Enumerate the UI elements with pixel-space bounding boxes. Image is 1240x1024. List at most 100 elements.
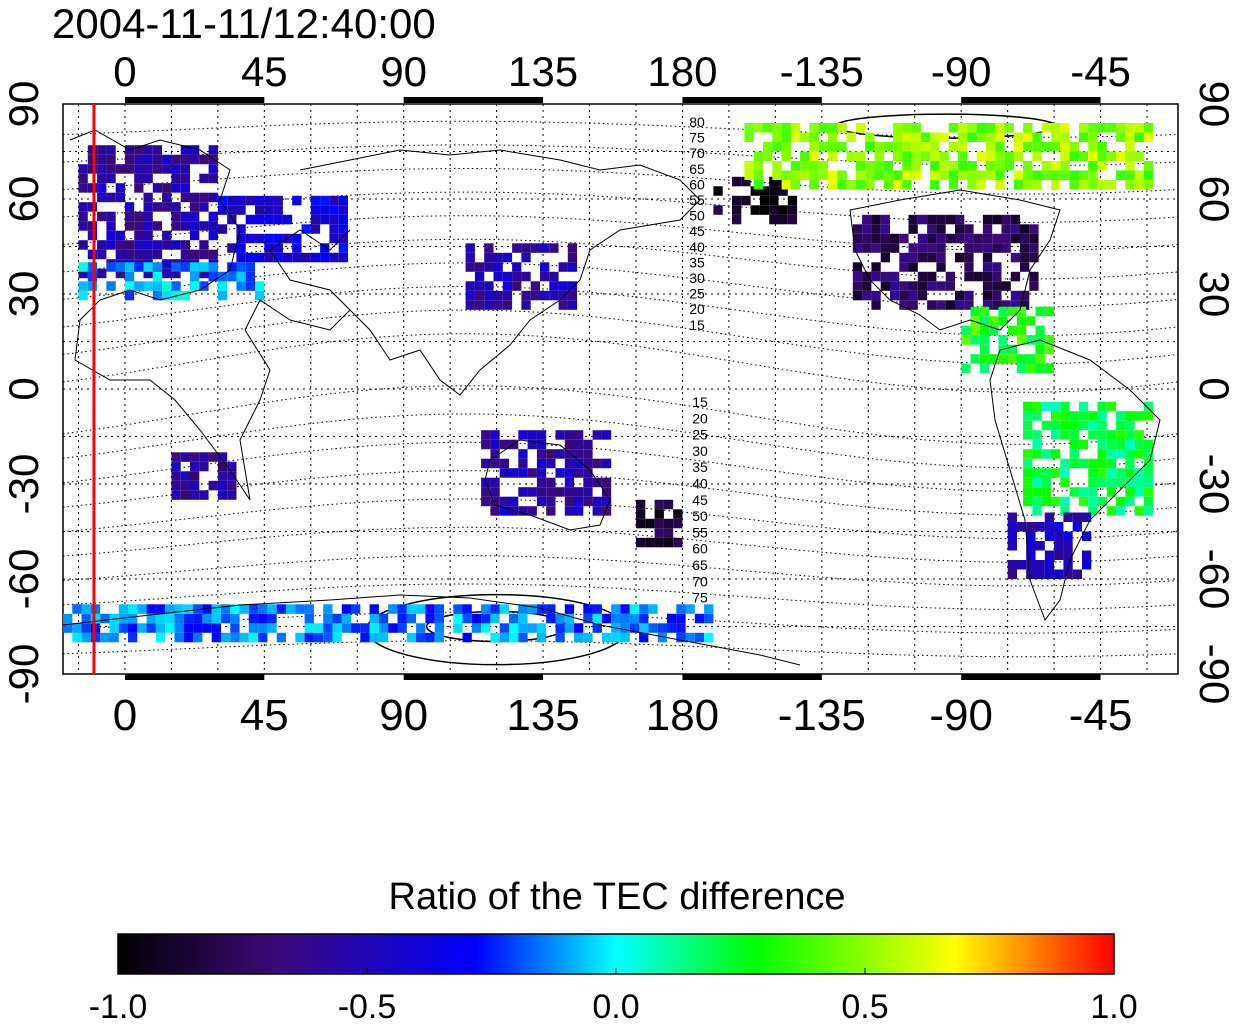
tec-patch-arctic — [828, 151, 838, 161]
tec-patch-arctic — [1088, 170, 1098, 180]
tec-patch-south-america — [1125, 496, 1135, 507]
tec-patch-australia — [564, 468, 575, 478]
axis-bar-segment — [124, 674, 265, 680]
tec-patch-australia — [564, 439, 575, 450]
tec-patch-arctic — [995, 142, 1005, 152]
tec-patch-antarctic-coast — [546, 613, 556, 624]
tec-patch-antarctic-coast — [518, 623, 528, 633]
tec-patch-australia — [527, 430, 537, 440]
tec-patch-patagonia — [1035, 541, 1045, 551]
tec-patch-eastern-europe — [329, 233, 339, 244]
tec-patch-europe — [134, 221, 144, 231]
top-axis-ticks: 0 45 90 135 180 -135 -90 -45 — [113, 48, 1131, 95]
tec-patch-arctic — [930, 161, 940, 171]
contour-label: 50 — [692, 508, 708, 524]
tec-patch-arctic — [967, 123, 977, 133]
tec-patch-australia — [536, 496, 547, 507]
tec-patch-north-america — [992, 233, 1002, 244]
tec-patch-mediterranean — [78, 281, 88, 291]
tec-patch-europe — [87, 154, 98, 165]
tec-patch-arctic — [902, 151, 912, 161]
tec-patch-new-zealand — [673, 537, 683, 548]
tec-patch-arctic — [790, 161, 801, 171]
tec-patch-south-america — [1051, 496, 1061, 507]
tec-patch-new-zealand — [636, 537, 646, 548]
tec-patch-europe — [171, 183, 181, 193]
tec-patch-east-asia — [530, 290, 540, 301]
tec-patch-patagonia — [1063, 512, 1073, 522]
tec-patch-arctic — [883, 170, 894, 180]
tec-patch-patagonia — [1082, 512, 1092, 522]
tec-patch-europe — [152, 221, 163, 231]
tec-patch-east-asia — [567, 262, 578, 272]
tec-patch-antarctic-coast — [323, 623, 333, 633]
tec-patch-arctic — [967, 132, 977, 142]
tec-patch-europe — [152, 240, 163, 250]
tec-patch-north-america — [1001, 214, 1011, 225]
tec-patch-europe — [180, 183, 190, 193]
tec-patch-south-america — [1125, 430, 1135, 440]
tec-patch-antarctic-coast — [128, 632, 138, 643]
tec-patch-australia — [490, 449, 500, 459]
tec-patch-east-asia — [493, 252, 503, 263]
tec-patch-central-america — [979, 325, 990, 336]
tec-patch-eastern-europe — [292, 252, 302, 263]
tec-patch-australia — [592, 458, 602, 469]
tec-patch-antarctic-coast — [155, 632, 166, 643]
tec-patch-arctic — [995, 123, 1005, 133]
tec-patch-antarctic-coast — [416, 632, 426, 643]
tec-patch-arctic — [828, 170, 838, 180]
tec-patch-australia — [536, 487, 547, 497]
tec-patch-antarctic-coast — [499, 632, 509, 643]
tec-patch-antarctic-coast — [323, 632, 333, 643]
coastline-antarctica — [63, 594, 801, 666]
tec-patch-europe — [124, 211, 135, 222]
tec-patch-australia — [499, 496, 509, 507]
tec-patch-europe — [162, 268, 172, 279]
tec-patch-south-america — [1078, 458, 1089, 469]
tec-patch-arctic — [902, 170, 912, 180]
tec-patch-east-asia — [567, 243, 578, 253]
tec-patch-arctic — [772, 142, 782, 152]
tec-patch-arctic — [865, 132, 875, 142]
contour-label: 25 — [689, 286, 705, 302]
tec-patch-east-asia — [540, 262, 550, 272]
tec-patch-eastern-europe — [338, 205, 348, 215]
magnetic-contour — [63, 333, 1178, 393]
tec-patch-south-america — [1069, 411, 1079, 421]
tec-patch-south-america — [1143, 449, 1154, 459]
tec-patch-arctic — [1004, 161, 1014, 171]
tec-patch-arctic — [958, 161, 968, 171]
tec-patch-antarctic-coast — [193, 604, 203, 614]
tec-patch-australia — [518, 506, 528, 516]
tec-patch-europe — [208, 173, 218, 184]
tec-patch-southern-africa — [217, 480, 228, 491]
tec-patch-south-america — [1041, 401, 1051, 412]
tec-patch-europe — [162, 230, 172, 241]
tec-patch-eastern-europe — [236, 205, 246, 215]
tec-patch-antarctic-coast — [583, 632, 593, 643]
tec-patch-central-america — [998, 316, 1008, 326]
tec-patch-europe — [190, 249, 200, 260]
tec-patch-antarctic-coast — [202, 623, 212, 633]
tec-patch-australia — [518, 487, 528, 497]
tec-patch-south-america — [1041, 477, 1051, 488]
tec-patch-arctic — [995, 180, 1005, 190]
tec-patch-antarctic-coast — [527, 623, 537, 633]
magnetic-contour — [63, 526, 1178, 563]
tec-patch-arctic — [1143, 161, 1154, 171]
tec-patch-eastern-europe — [227, 214, 237, 225]
right-lat-labels: 90 60 30 0 -30 -60 -90 — [1191, 81, 1238, 705]
tec-patch-arctic — [967, 161, 977, 171]
tec-patch-arctic — [1051, 170, 1061, 180]
tec-patch-antarctic-coast — [667, 623, 677, 633]
tec-patch-southern-africa — [199, 461, 209, 472]
tec-patch-eastern-europe — [338, 214, 348, 225]
tec-patch-south-america — [1088, 411, 1098, 421]
magnetic-contour — [63, 385, 1178, 445]
tec-patch-new-zealand — [654, 537, 664, 548]
tec-patch-arctic — [1097, 161, 1107, 171]
tec-patch-arctic — [1097, 123, 1107, 133]
